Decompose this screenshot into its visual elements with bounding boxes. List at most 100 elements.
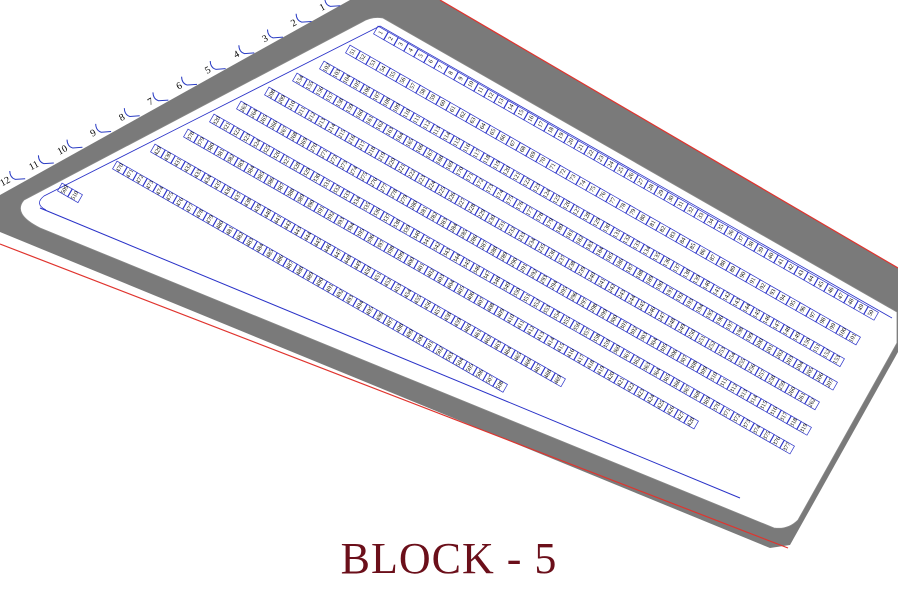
plot-number: 423 <box>636 388 647 400</box>
plot: 359 <box>599 336 615 352</box>
plot-number: 276 <box>369 177 380 189</box>
plot-boundary <box>533 328 549 344</box>
plot-boundary <box>453 71 469 87</box>
plot-boundary <box>643 391 659 407</box>
plot-number: 260 <box>787 386 798 398</box>
plot-boundary <box>273 180 289 195</box>
plot-boundary <box>286 129 302 144</box>
plot-boundary <box>122 166 138 182</box>
plot-number: 125 <box>552 194 563 206</box>
plot: 7 <box>433 59 449 75</box>
plot-boundary <box>759 312 775 328</box>
plot-number: 54 <box>378 65 387 74</box>
plot-number: 397 <box>376 239 387 251</box>
plot-boundary <box>584 269 600 285</box>
plot: 459 <box>450 315 466 330</box>
plot-number: 155 <box>305 80 316 92</box>
plot-boundary <box>300 229 316 245</box>
block-interior <box>20 17 898 529</box>
plot-number: 368 <box>692 390 703 402</box>
plot-boundary <box>819 346 835 362</box>
plot-number: 406 <box>466 290 477 302</box>
plot-boundary <box>744 361 760 376</box>
plot-number: 480 <box>215 219 226 231</box>
plot-number: 330 <box>312 172 323 184</box>
plot: 66 <box>495 130 511 146</box>
plot: 228 <box>464 201 480 216</box>
plot: 429 <box>150 143 166 159</box>
plot: 428 <box>683 414 699 430</box>
plot-number: 88 <box>718 259 727 268</box>
plot: 135 <box>649 249 665 265</box>
plot: 323 <box>239 130 255 146</box>
plot-boundary <box>583 357 599 373</box>
plot: 130 <box>599 220 615 236</box>
plot-boundary <box>694 332 710 348</box>
plot-boundary <box>492 187 508 202</box>
plot-number: 108 <box>382 97 393 109</box>
plot-number: 162 <box>375 120 386 132</box>
plot-number: 236 <box>547 248 558 260</box>
plot-number: 173 <box>485 183 496 195</box>
plot: 458 <box>440 309 456 325</box>
plot-boundary <box>284 98 300 113</box>
plot-number: 405 <box>456 285 467 297</box>
plot-number: 85 <box>688 242 697 251</box>
plot-boundary <box>629 237 645 253</box>
plot: 223 <box>414 172 430 188</box>
plot-boundary <box>385 67 401 83</box>
plot-boundary <box>202 212 218 227</box>
plot-boundary <box>344 132 360 148</box>
plot: 487 <box>282 257 298 273</box>
plot-number: 172 <box>475 177 486 189</box>
plot: 454 <box>400 286 416 302</box>
plot-number: 163 <box>385 126 396 138</box>
plot: 164 <box>392 129 408 145</box>
plot-number: 148 <box>782 325 793 337</box>
plot: 238 <box>564 258 580 273</box>
plot-number: 300 <box>609 314 620 326</box>
plot: 98 <box>815 313 831 329</box>
plot-boundary <box>776 409 792 425</box>
plot: 436 <box>220 183 236 199</box>
plot-number: 259 <box>777 380 788 392</box>
plot: 440 <box>260 206 276 222</box>
plot-number: 112 <box>422 119 433 130</box>
plot-boundary <box>794 389 810 405</box>
plot-boundary <box>160 149 176 165</box>
plot-number: 385 <box>256 170 267 182</box>
plot: 502 <box>432 343 448 359</box>
plot: 157 <box>322 89 338 105</box>
plot-number: 65 <box>488 128 497 137</box>
plot-number: 455 <box>413 294 424 306</box>
property-boundary-top <box>439 0 898 269</box>
plot-number: 305 <box>659 342 670 354</box>
plot: 291 <box>516 260 532 276</box>
plot: 15 <box>513 105 529 121</box>
plot: 480 <box>212 217 228 233</box>
plot-number: 104 <box>342 74 353 86</box>
plot-boundary <box>429 239 445 255</box>
plot-boundary <box>516 260 532 276</box>
plot-boundary <box>663 191 679 207</box>
plot-number: 418 <box>586 359 597 371</box>
plot-number: 48 <box>846 297 855 306</box>
plot-boundary <box>456 226 472 242</box>
plot: 283 <box>436 215 452 230</box>
plot-boundary <box>383 243 399 258</box>
plot-number: 100 <box>838 326 849 338</box>
plot-boundary <box>170 155 186 170</box>
plot: 259 <box>774 378 790 394</box>
plot-boundary <box>519 175 535 190</box>
plot: 411 <box>513 317 529 333</box>
plot: 348 <box>489 273 505 289</box>
plot-number: 474 <box>155 185 166 197</box>
plot-number: 383 <box>236 159 247 171</box>
plot-boundary <box>349 193 365 209</box>
plot: 71 <box>545 159 561 174</box>
plot-number: 499 <box>405 328 416 340</box>
edge-marker: 7 <box>146 92 169 108</box>
plot-boundary <box>373 237 389 253</box>
plot-boundary <box>596 306 612 322</box>
plot-boundary <box>364 143 380 159</box>
